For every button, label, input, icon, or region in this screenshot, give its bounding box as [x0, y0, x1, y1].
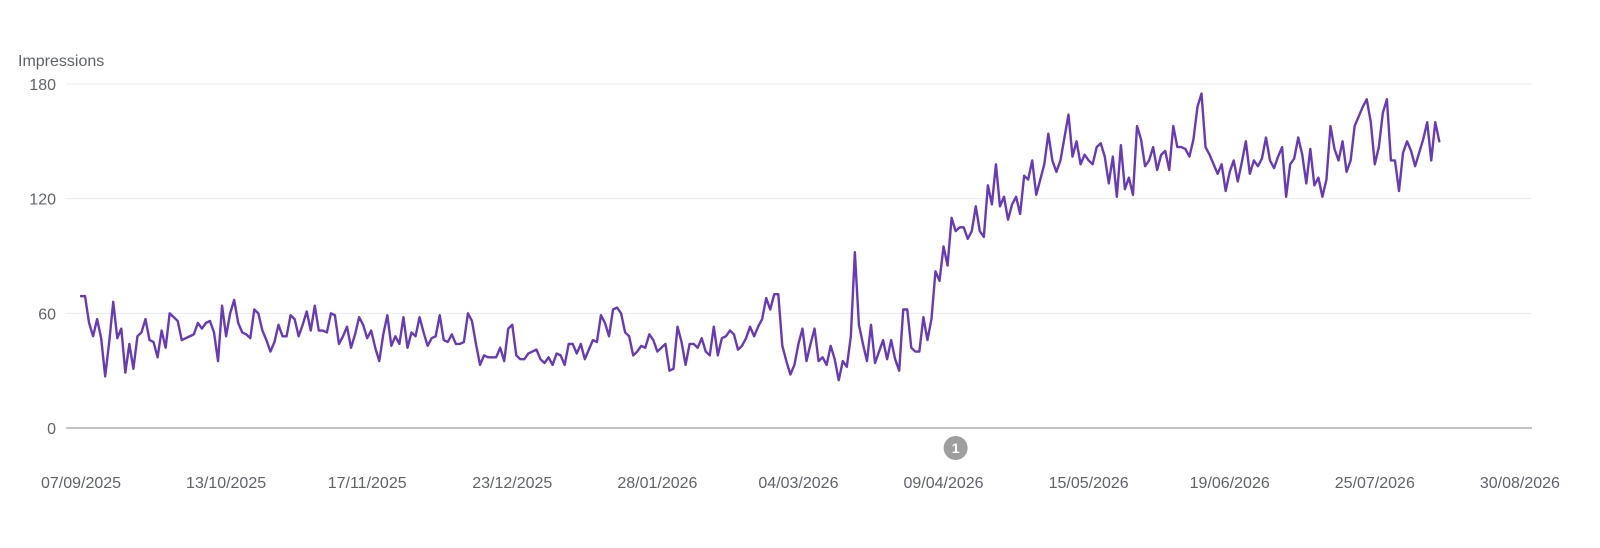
- y-tick-label: 180: [29, 77, 56, 94]
- x-tick-label: 13/10/2025: [186, 475, 266, 492]
- x-tick-label: 25/07/2026: [1335, 475, 1415, 492]
- x-tick-label: 04/03/2026: [758, 475, 838, 492]
- x-tick-label: 23/12/2025: [472, 475, 552, 492]
- y-tick-label: 60: [38, 306, 56, 323]
- x-tick-label: 09/04/2026: [903, 475, 983, 492]
- y-axis-title: Impressions: [18, 53, 104, 70]
- x-tick-label: 19/06/2026: [1190, 475, 1270, 492]
- x-tick-label: 07/09/2025: [41, 475, 121, 492]
- impressions-series-line[interactable]: [79, 92, 1441, 382]
- annotation-label: 1: [952, 440, 960, 456]
- x-tick-label: 15/05/2026: [1049, 475, 1129, 492]
- annotation-marker[interactable]: [943, 436, 968, 460]
- x-tick-label: 28/01/2026: [617, 475, 697, 492]
- x-tick-label: 17/11/2025: [328, 475, 407, 492]
- x-tick-label: 30/08/2026: [1480, 475, 1560, 492]
- y-tick-label: 0: [47, 421, 56, 438]
- y-tick-label: 120: [29, 192, 56, 209]
